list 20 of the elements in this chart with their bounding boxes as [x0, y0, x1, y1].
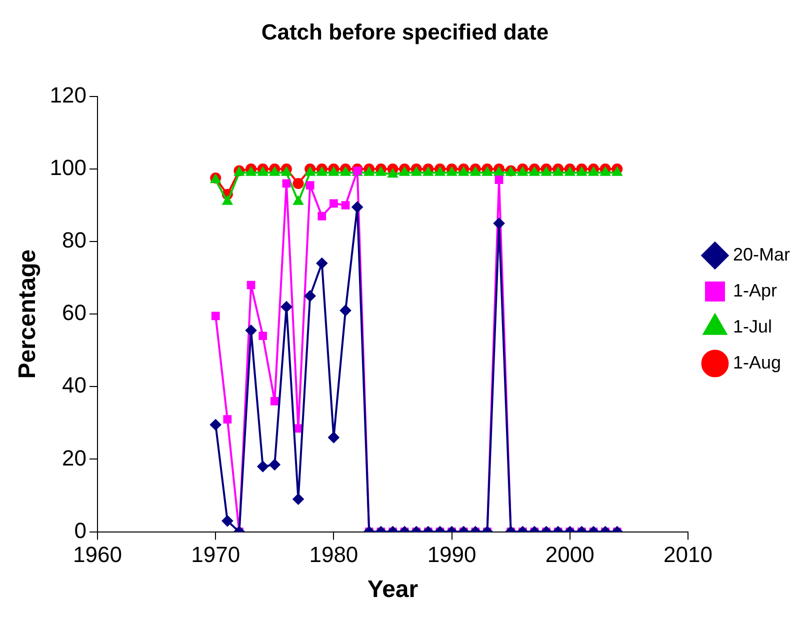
legend-label: 1-Jul — [732, 316, 772, 336]
chart-title: Catch before specified date — [261, 19, 549, 44]
x-axis-title: Year — [367, 576, 418, 604]
y-tick-label: 60 — [62, 300, 87, 326]
y-axis-title: Percentage — [14, 249, 42, 379]
y-tick-label: 20 — [62, 445, 87, 470]
x-tick-label: 1970 — [191, 542, 240, 568]
x-tick-label: 2010 — [664, 542, 712, 568]
legend-label: 1-Apr — [732, 280, 778, 300]
y-tick-label: 100 — [50, 155, 87, 180]
y-tick-label: 80 — [62, 228, 87, 253]
x-tick-label: 1960 — [73, 542, 122, 568]
legend-label: 20-Mar — [732, 244, 790, 264]
x-tick-label: 1990 — [427, 542, 476, 568]
y-tick-label: 0 — [74, 518, 87, 543]
x-tick-label: 1980 — [309, 542, 358, 568]
y-tick-label: 40 — [62, 372, 87, 398]
legend-label: 1-Aug — [732, 352, 782, 372]
y-tick-label: 120 — [50, 82, 87, 108]
x-tick-label: 2000 — [545, 542, 594, 568]
